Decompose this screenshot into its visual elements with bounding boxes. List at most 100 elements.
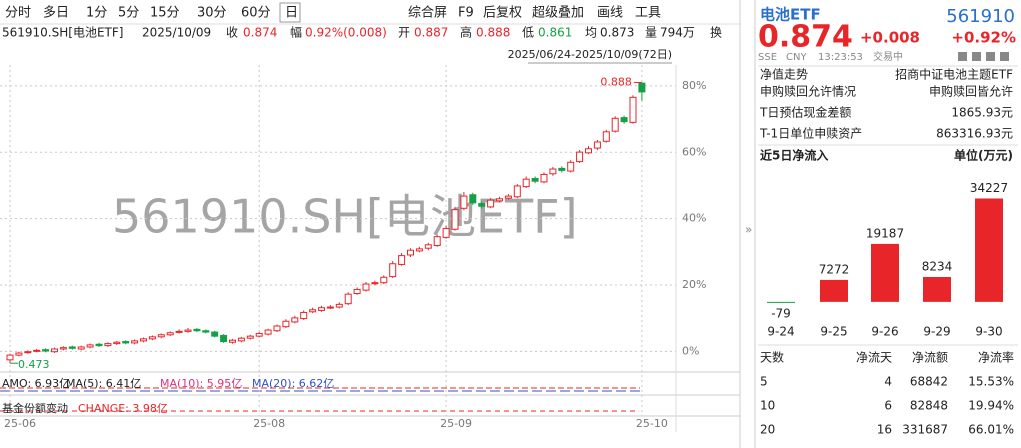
candle-body <box>184 329 192 332</box>
candle-body <box>220 334 228 343</box>
candle-body <box>629 96 637 123</box>
panel-icons <box>958 52 1009 61</box>
candle-body <box>478 203 486 207</box>
candle-body <box>460 195 468 209</box>
toolbar-tab[interactable]: 5分 <box>118 6 139 21</box>
bar-value-label: -79 <box>771 306 791 320</box>
candle-body <box>131 340 139 344</box>
candle-body <box>407 249 414 256</box>
candle-body <box>353 288 361 295</box>
candle-body <box>522 178 530 188</box>
bar <box>820 279 848 302</box>
candle-body <box>264 329 272 335</box>
table-cell: 6 <box>884 399 892 413</box>
toolbar-tab[interactable]: 多日 <box>43 5 69 21</box>
candle-body <box>549 168 557 175</box>
toolbar-tab[interactable]: 1分 <box>86 6 107 21</box>
bar-value-label: 19187 <box>866 226 904 240</box>
x-tick-label: 25-08 <box>253 417 285 430</box>
candle-body <box>433 236 441 246</box>
candle-body <box>567 161 575 172</box>
table-cell: 68842 <box>910 375 948 389</box>
bar-category: 9-30 <box>975 325 1002 339</box>
toolbar-tab[interactable]: 分时 <box>5 6 31 21</box>
toolbar-tab[interactable]: 后复权 <box>483 5 522 21</box>
table-cell: 5 <box>760 375 768 389</box>
candle-body <box>237 337 245 342</box>
info-field: 0.888 <box>476 26 510 40</box>
info-field: 收 <box>226 26 238 40</box>
candle-body <box>175 330 183 333</box>
candle-body <box>611 117 619 132</box>
candle-body <box>415 248 423 252</box>
info-field: 561910.SH[电池ETF] <box>2 26 123 40</box>
bar <box>767 301 795 303</box>
toolbar-tab[interactable]: 60分 <box>241 6 271 21</box>
candle-body <box>42 349 50 352</box>
candle-body <box>211 331 219 337</box>
collapse-button[interactable]: » <box>745 223 752 237</box>
candle-body <box>469 194 477 204</box>
info-field: 2025/10/09 <box>142 26 211 40</box>
bar-category: 9-26 <box>871 325 898 339</box>
toolbar-tab[interactable]: 画线 <box>597 6 623 21</box>
date-range: 2025/06/24-2025/10/09(72日) <box>508 48 672 61</box>
high-label: 0.888 <box>600 75 632 88</box>
info-field: 开 <box>398 26 410 40</box>
candle-body <box>122 341 130 344</box>
row-value: 863316.93元 <box>936 127 1013 141</box>
candle-body <box>389 263 397 278</box>
candle-body <box>496 198 503 202</box>
bar-value-label: 7272 <box>819 262 850 276</box>
candle-body <box>531 178 539 182</box>
indicator: CHANGE: 3.98亿 <box>78 402 168 415</box>
info-field: 794万 <box>660 26 695 40</box>
candle-body <box>602 131 610 142</box>
table-cell: 10 <box>760 399 775 413</box>
toolbar-tab[interactable]: 15分 <box>150 6 180 21</box>
table-cell: 82848 <box>910 399 948 413</box>
candle-body <box>157 334 165 338</box>
candle-body <box>318 307 325 311</box>
bar <box>975 198 1003 302</box>
candle-body <box>229 339 236 343</box>
indicator: MA(20): 6.62亿 <box>252 377 334 390</box>
candle-body <box>487 199 495 208</box>
candle-body <box>593 141 601 149</box>
info-field: 均 <box>585 26 597 40</box>
bar-title: 近5日净流入 <box>760 148 828 163</box>
bar-category: 9-25 <box>820 325 847 339</box>
candle-body <box>380 276 388 284</box>
table-cell: 16 <box>877 423 892 437</box>
table-cell: 20 <box>760 423 775 437</box>
candle-body <box>273 325 281 332</box>
info-field: 低 <box>522 26 534 40</box>
y-tick-label: 80% <box>682 79 706 92</box>
toolbar-tab[interactable]: 工具 <box>635 6 661 21</box>
candle-body <box>638 82 646 93</box>
info-field: 0.873 <box>600 26 634 40</box>
row-label: 申购赎回允许情况 <box>760 84 856 99</box>
candle-body <box>585 148 592 154</box>
info-field: 换 <box>710 26 722 40</box>
toolbar-tab[interactable]: 综合屏 <box>408 6 447 21</box>
bar <box>923 277 951 302</box>
candle-body <box>300 311 308 320</box>
toolbar-tab[interactable]: 30分 <box>197 6 227 21</box>
low-label: 0.473 <box>18 358 50 371</box>
table-header: 净流率 <box>978 350 1014 365</box>
info-field: 量 <box>645 26 657 40</box>
y-tick-label: 20% <box>682 278 706 291</box>
toolbar-tab[interactable]: 日 <box>285 6 298 21</box>
toolbar-tab[interactable]: 超级叠加 <box>532 6 584 21</box>
candle-body <box>504 195 512 199</box>
currency: CNY <box>786 52 807 63</box>
bar-category: 9-29 <box>923 325 950 339</box>
candle-body <box>95 343 103 347</box>
indicator: AMO: 6.93亿 <box>2 377 70 390</box>
toolbar-tab[interactable]: F9 <box>458 6 474 21</box>
bar-value-label: 34227 <box>970 181 1008 195</box>
candle-body <box>309 309 317 313</box>
candle-body <box>558 167 566 171</box>
candle-body <box>86 344 94 348</box>
